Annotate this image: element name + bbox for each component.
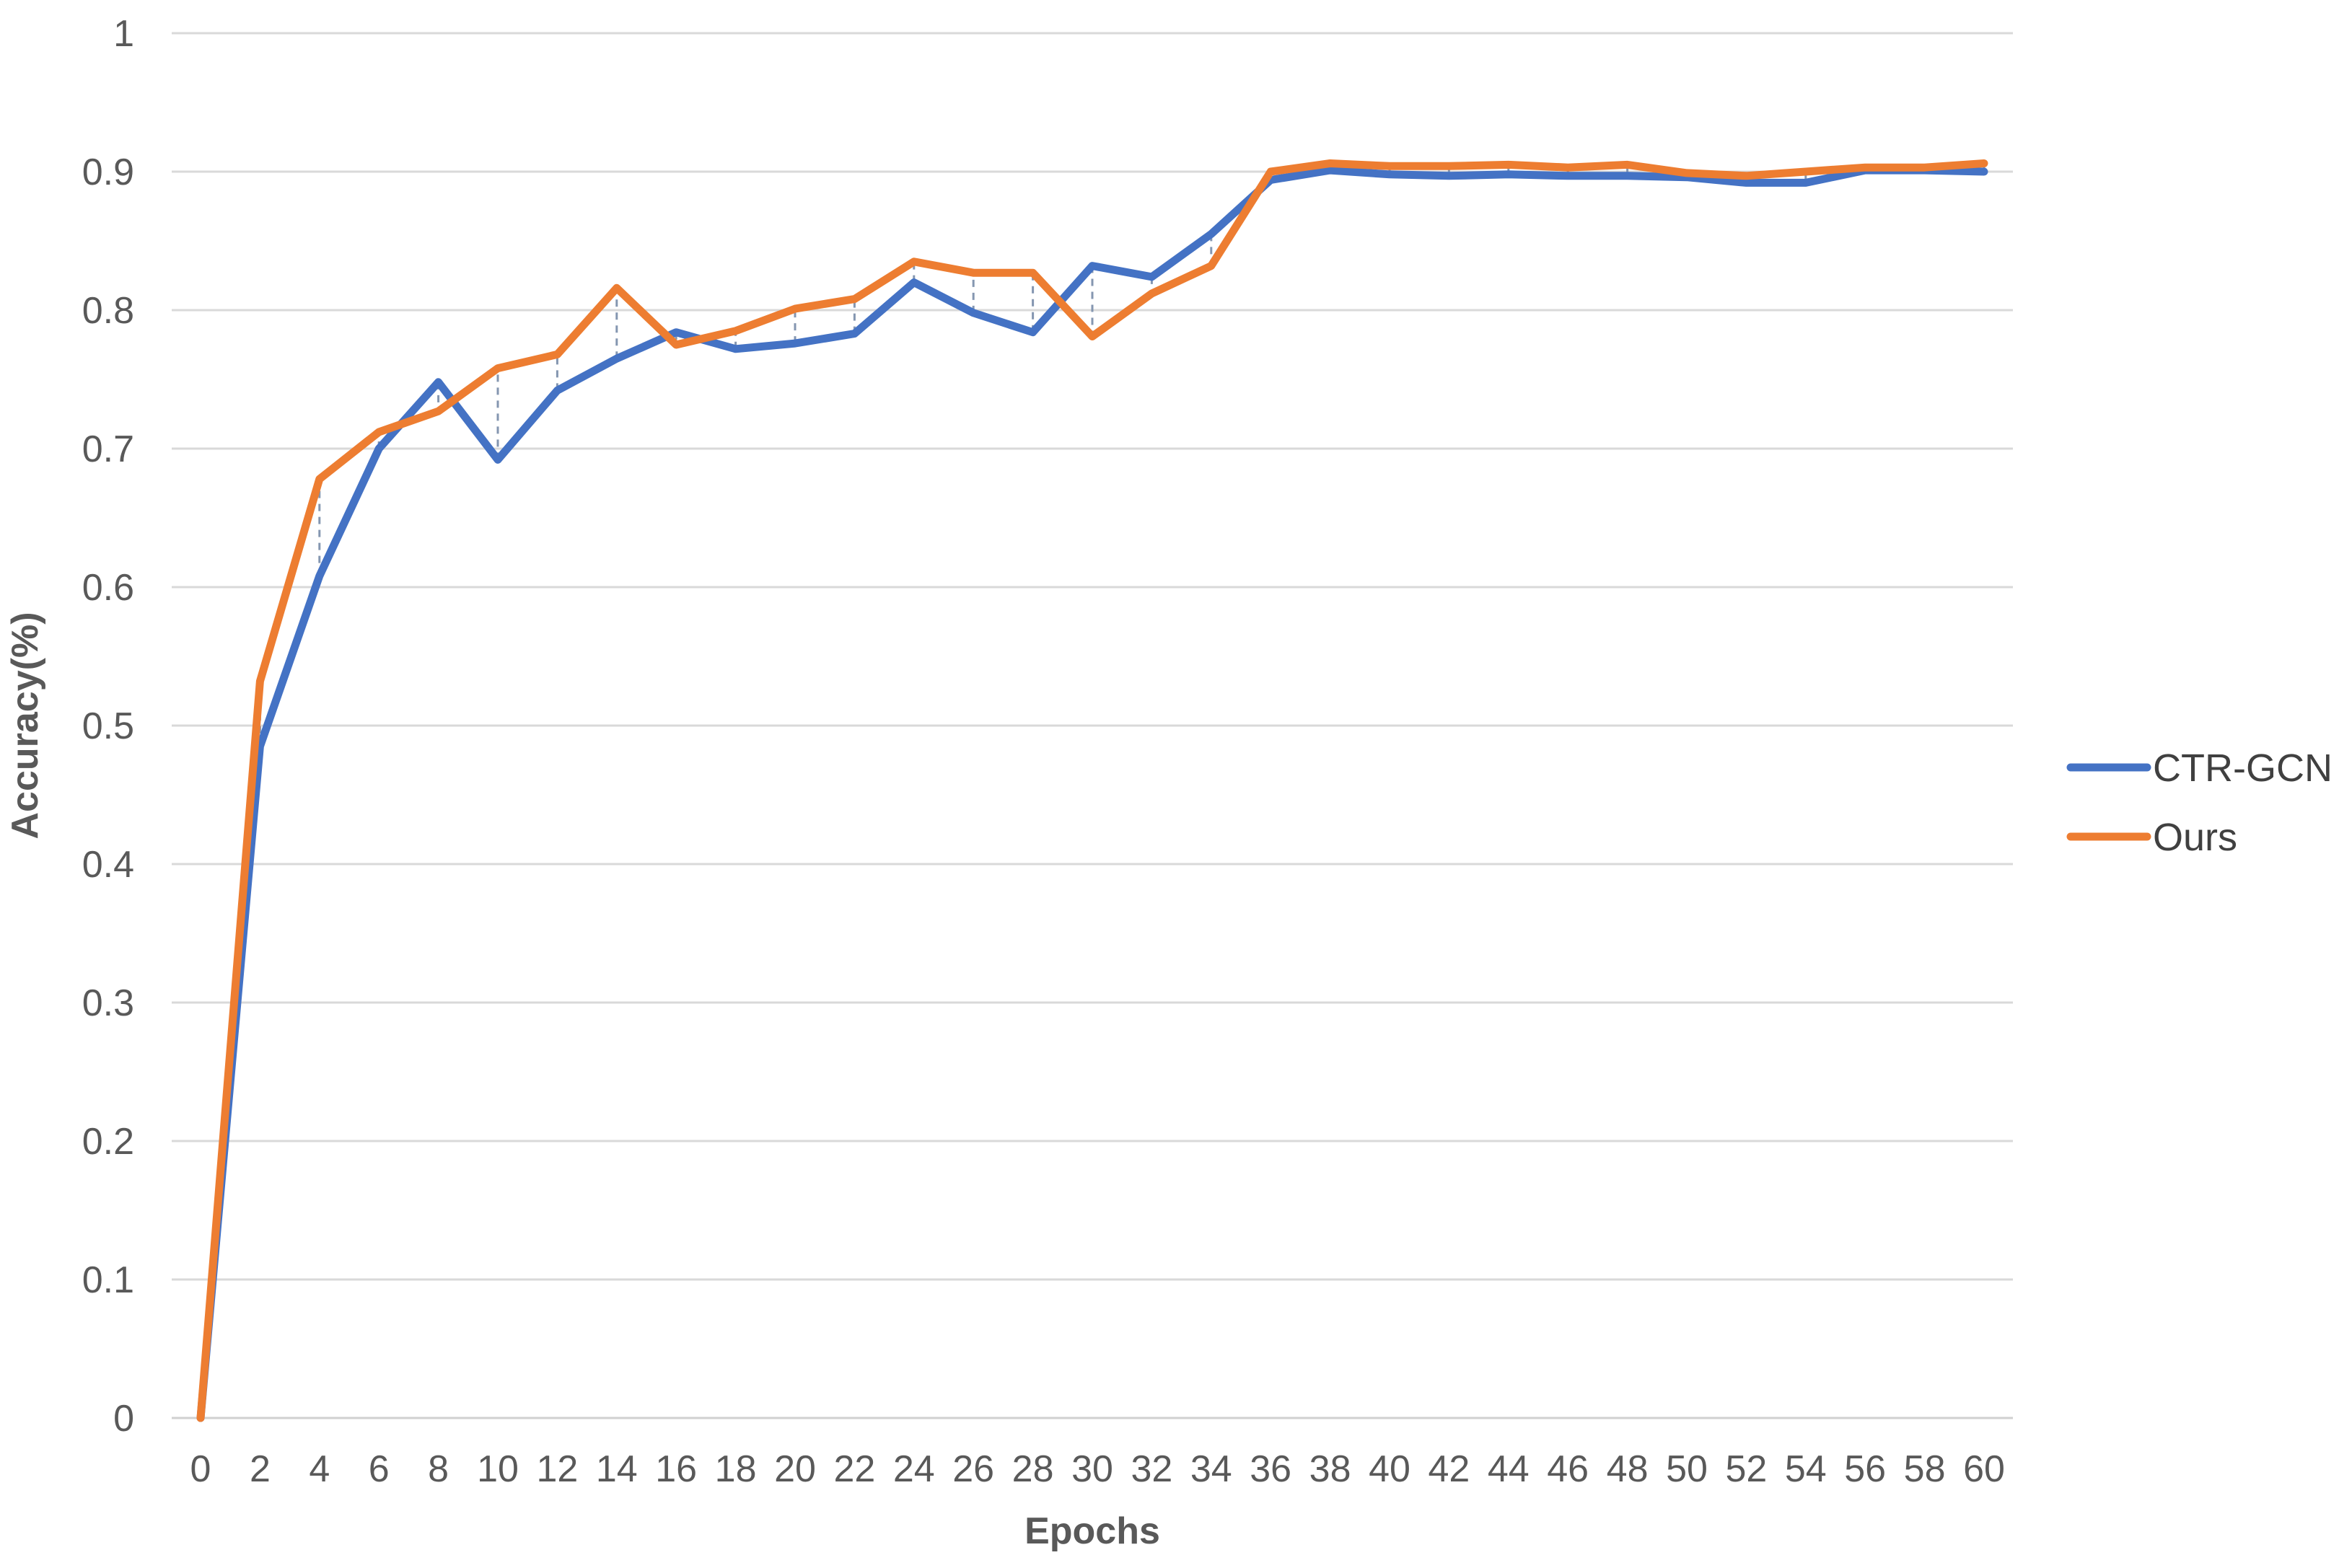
drop-lines: [258, 163, 1985, 746]
x-tick-label: 24: [893, 1448, 935, 1490]
x-tick-label: 4: [309, 1448, 330, 1490]
x-tick-label: 38: [1309, 1448, 1351, 1490]
x-tick-label: 56: [1844, 1448, 1886, 1490]
x-tick-label: 12: [536, 1448, 578, 1490]
x-tick-label: 0: [190, 1448, 211, 1490]
x-tick-label: 42: [1428, 1448, 1470, 1490]
x-tick-label: 40: [1369, 1448, 1410, 1490]
y-tick-label: 0: [113, 1398, 134, 1440]
y-tick-label: 0.2: [82, 1121, 134, 1163]
x-tick-label: 58: [1904, 1448, 1946, 1490]
legend-label-ours: Ours: [2153, 816, 2237, 859]
y-tick-label: 0.7: [82, 428, 134, 470]
x-tick-label: 48: [1607, 1448, 1649, 1490]
y-tick-label: 1: [113, 13, 134, 55]
series-line-ctr-gcn: [196, 166, 1988, 1422]
x-axis-title: Epochs: [1024, 1510, 1160, 1552]
x-tick-label: 52: [1725, 1448, 1767, 1490]
x-tick-labels: 0 2 4 6 8 10 12 14 16 18 20 22 24 26 28 30 32 34 36 38 40 42 4…: [190, 1448, 2005, 1490]
x-tick-label: 30: [1071, 1448, 1113, 1490]
x-tick-label: 54: [1785, 1448, 1827, 1490]
y-tick-label: 0.1: [82, 1259, 134, 1301]
x-tick-label: 16: [655, 1448, 697, 1490]
x-tick-label: 36: [1250, 1448, 1291, 1490]
x-tick-label: 8: [428, 1448, 449, 1490]
x-tick-label: 2: [250, 1448, 271, 1490]
y-tick-label: 0.3: [82, 982, 134, 1024]
x-tick-label: 10: [477, 1448, 519, 1490]
y-axis-title: Accuracy(%): [4, 612, 46, 839]
x-tick-label: 6: [369, 1448, 390, 1490]
x-tick-label: 14: [596, 1448, 638, 1490]
x-tick-label: 44: [1488, 1448, 1530, 1490]
x-tick-label: 26: [952, 1448, 994, 1490]
legend: CTR-GCN Ours: [2066, 746, 2333, 859]
series-line-ours: [196, 159, 1988, 1422]
x-tick-label: 46: [1547, 1448, 1589, 1490]
x-tick-label: 20: [774, 1448, 816, 1490]
x-tick-label: 50: [1666, 1448, 1708, 1490]
x-tick-label: 22: [833, 1448, 875, 1490]
x-tick-label: 28: [1012, 1448, 1054, 1490]
y-tick-label: 0.6: [82, 567, 134, 609]
x-tick-label: 32: [1131, 1448, 1172, 1490]
y-tick-label: 0.5: [82, 705, 134, 747]
y-tick-label: 0.4: [82, 844, 134, 886]
legend-label-ctr-gcn: CTR-GCN: [2153, 746, 2333, 790]
gridlines: [172, 32, 2013, 1419]
series-lines: [196, 159, 1988, 1422]
x-tick-label: 60: [1963, 1448, 2005, 1490]
y-tick-labels: 0 0.1 0.2 0.3 0.4 0.5 0.6 0.7 0.8 0.9 1: [82, 13, 134, 1440]
y-tick-label: 0.8: [82, 290, 134, 332]
y-tick-label: 0.9: [82, 151, 134, 193]
x-tick-label: 18: [715, 1448, 757, 1490]
x-tick-label: 34: [1190, 1448, 1232, 1490]
